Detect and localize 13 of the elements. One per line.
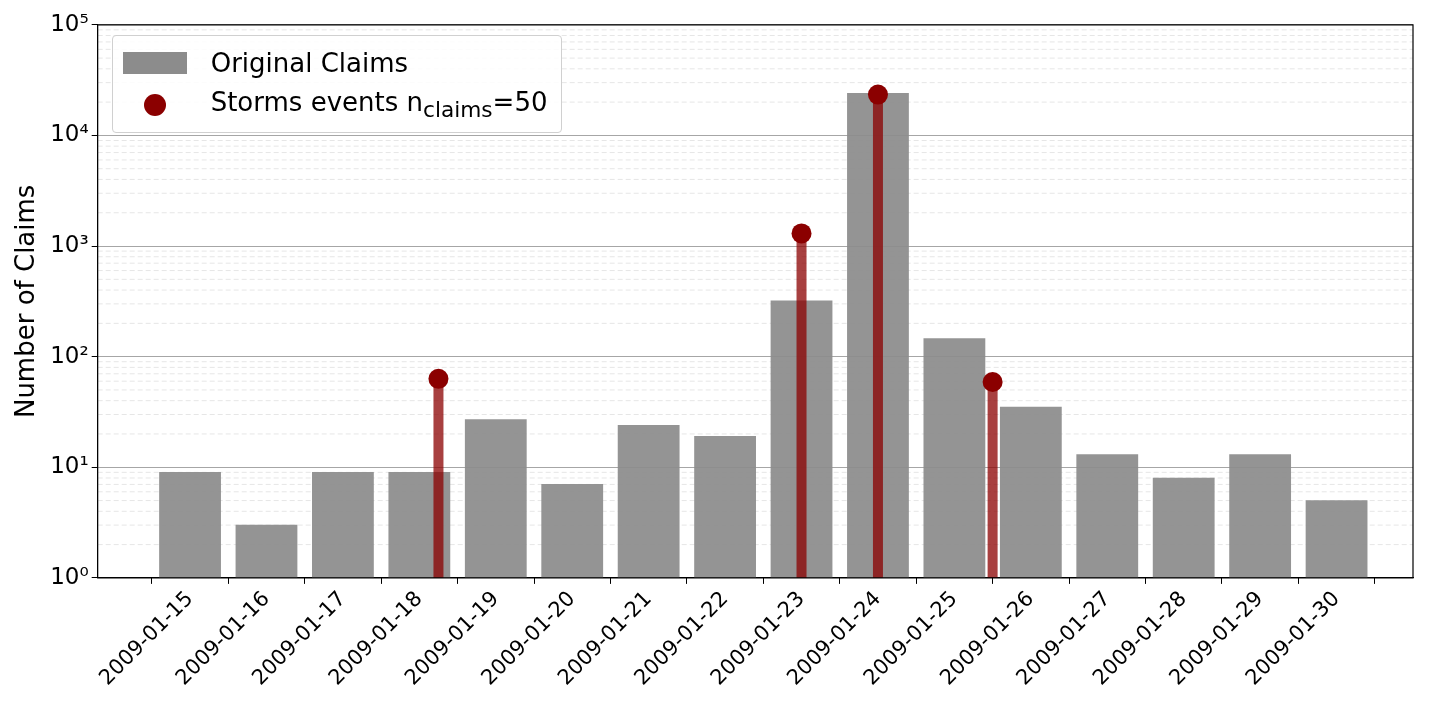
point	[428, 368, 449, 389]
y-tick-label: 10⁴	[50, 120, 89, 147]
y-tick-label: 10⁵	[50, 9, 89, 36]
legend-label: Storms events n$_{claims}$=50	[210, 87, 548, 123]
y-tick-label: 10²	[50, 341, 89, 368]
point	[982, 372, 1003, 392]
point	[867, 84, 888, 105]
legend-label: Original Claims	[210, 47, 409, 78]
y-axis-title: Number of Claims	[10, 184, 41, 419]
y-tick-label: 10⁰	[50, 562, 89, 589]
point	[791, 223, 812, 244]
y-tick-label: 10¹	[50, 452, 89, 479]
y-tick-label: 10³	[50, 231, 89, 257]
